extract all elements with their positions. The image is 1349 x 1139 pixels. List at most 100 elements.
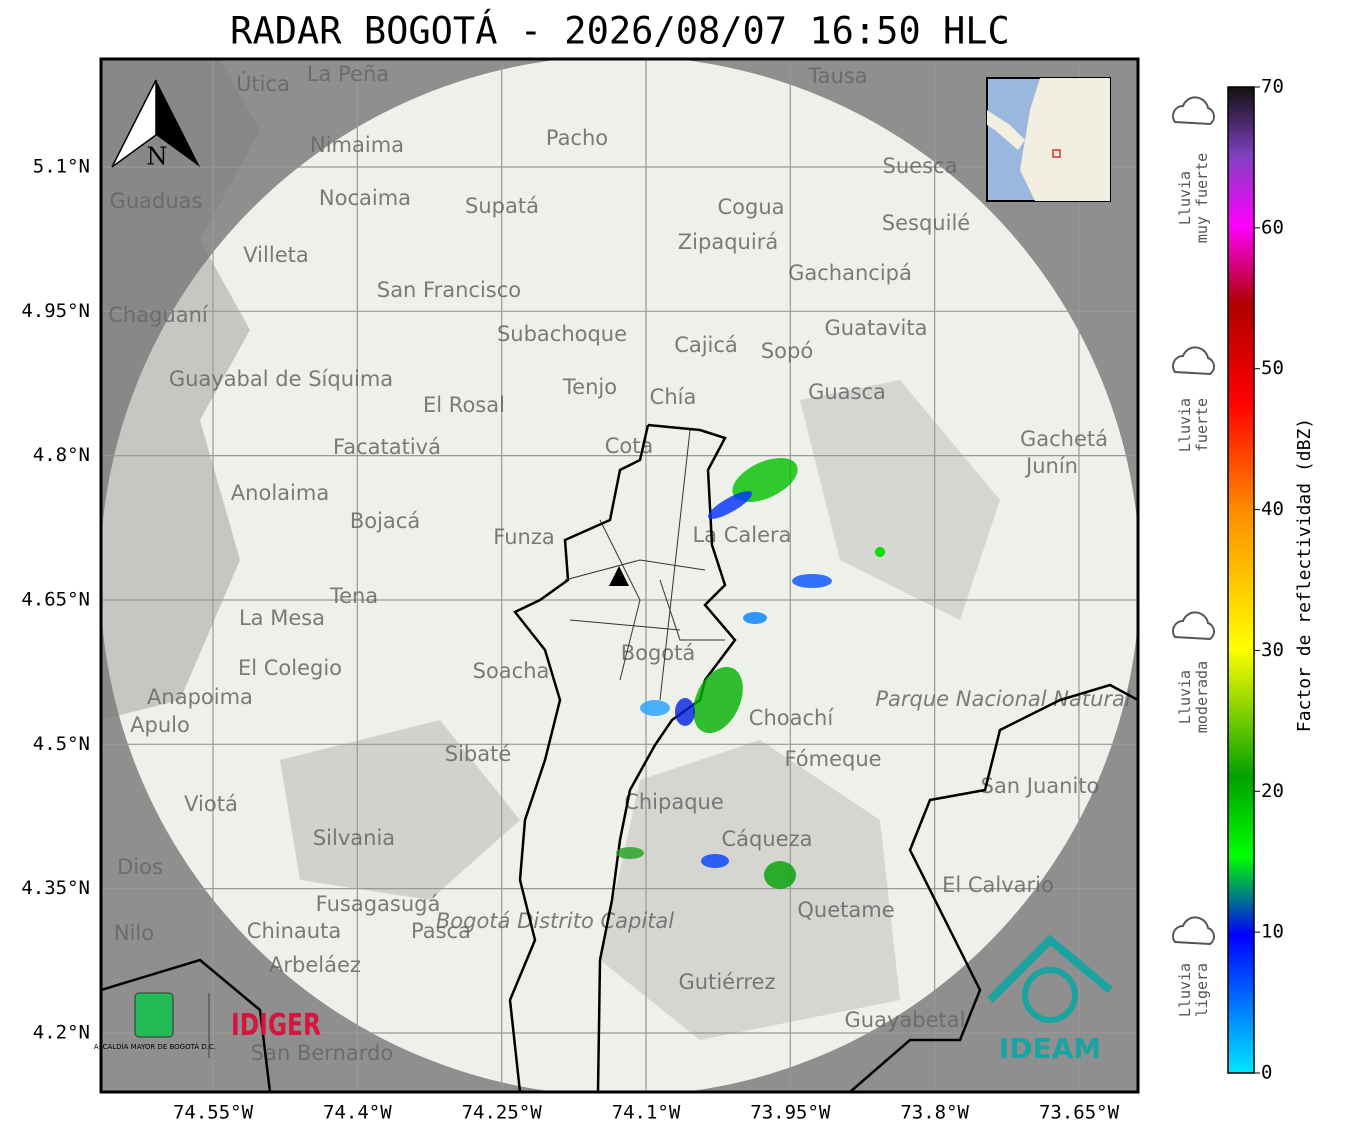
colorbar-label: Factor de reflectividad (dBZ) — [1294, 418, 1315, 732]
place-label: Viotá — [184, 792, 238, 816]
place-label: El Calvario — [942, 873, 1054, 897]
lon-tick-label: 74.4°W — [323, 1102, 392, 1124]
lon-tick-label: 74.1°W — [612, 1102, 681, 1124]
place-label: Chipaque — [624, 790, 724, 814]
rain-label: muy fuerte — [1193, 153, 1211, 243]
rain-label: Lluvia — [1176, 963, 1194, 1017]
ideam-logo: IDEAM — [999, 1032, 1101, 1065]
cloud-icon — [1172, 611, 1215, 641]
bogota-boundary — [508, 424, 650, 1092]
lat-tick-label: 4.2°N — [33, 1021, 90, 1043]
place-label: El Colegio — [238, 656, 342, 680]
lon-tick-label: 74.25°W — [462, 1102, 543, 1124]
place-label: Sibaté — [445, 742, 512, 766]
lon-tick-label: 73.8°W — [900, 1102, 969, 1124]
map: La Peña Útica Tausa Pacho Nimaima Guaduas Noca… — [101, 59, 1138, 1092]
place-label: Quetame — [797, 898, 894, 922]
place-label: Chía — [650, 385, 697, 409]
place-label: San Bernardo — [251, 1041, 393, 1065]
colorbar-tick-label: 70 — [1261, 76, 1284, 98]
place-label: Soacha — [473, 659, 550, 683]
place-label: Fusagasugá — [316, 892, 441, 916]
colorbar-tick-label: 30 — [1261, 639, 1284, 661]
place-label: La Mesa — [239, 606, 325, 630]
place-label: La Calera — [692, 523, 791, 547]
rain-label: moderada — [1193, 661, 1211, 733]
cloud-icon — [1172, 916, 1215, 946]
colorbar-tick-label: 0 — [1261, 1062, 1272, 1084]
place-label: Anapoima — [147, 685, 253, 709]
place-label: Tena — [329, 584, 378, 608]
place-label: Choachí — [749, 706, 835, 730]
rain-item: Lluvia muy fuerte — [1176, 153, 1211, 243]
place-label: Nilo — [114, 921, 154, 945]
place-label: Guayabal de Síquima — [169, 367, 393, 391]
place-label: Tenjo — [562, 375, 617, 399]
lat-tick-label: 4.5°N — [33, 733, 90, 755]
place-label: Sesquilé — [882, 211, 970, 235]
colorbar-tick-label: 50 — [1261, 357, 1284, 379]
north-arrow: N — [111, 79, 200, 171]
colorbar-tick-label: 20 — [1261, 780, 1284, 802]
department-boundary — [849, 683, 1138, 1092]
place-label: Útica — [236, 71, 290, 96]
place-label: Bogotá — [621, 641, 696, 665]
lat-tick-label: 4.65°N — [21, 588, 90, 610]
lon-tick-label: 73.65°W — [1039, 1102, 1120, 1124]
lat-tick-label: 5.1°N — [33, 156, 90, 178]
rain-label: ligera — [1193, 963, 1211, 1017]
rain-item: Lluvia moderada — [1176, 661, 1211, 733]
place-label: Villeta — [243, 243, 308, 267]
place-label: La Peña — [307, 62, 389, 86]
place-label: Cajicá — [674, 333, 738, 357]
place-label: Facatativá — [333, 435, 441, 459]
place-label: Gachetá — [1020, 427, 1108, 451]
lon-tick-label: 73.95°W — [750, 1102, 831, 1124]
place-label: Supatá — [465, 194, 539, 218]
place-label: Gutiérrez — [679, 970, 776, 994]
place-label: Arbeláez — [269, 953, 361, 977]
places: La Peña Útica Tausa Pacho Nimaima Guaduas Noca… — [108, 62, 1138, 1065]
terrain — [280, 720, 520, 900]
place-label: Cáqueza — [722, 827, 813, 851]
place-label: Gachancipá — [788, 261, 912, 285]
rain-label: Lluvia — [1176, 171, 1194, 225]
place-label: Tausa — [807, 64, 867, 88]
place-label: Bogotá Distrito Capital — [436, 909, 674, 933]
place-label: Funza — [493, 525, 554, 549]
place-label: Sopó — [761, 339, 813, 363]
place-label: Nocaima — [319, 186, 411, 210]
alcaldia-logo: ALCALDÍA MAYOR DE BOGOTÁ D.C. — [94, 1042, 216, 1051]
place-label: San Francisco — [377, 278, 521, 302]
logos: ALCALDÍA MAYOR DE BOGOTÁ D.C. IDIGER IDE… — [94, 934, 1113, 1065]
rain-label: fuerte — [1193, 398, 1211, 452]
place-label: Guayabetal — [845, 1008, 966, 1032]
colorbar: Factor de reflectividad (dBZ) 0 10 20 30 40 5… — [1227, 76, 1315, 1084]
place-label: San Juanito — [981, 774, 1100, 798]
place-label: Subachoque — [497, 322, 627, 346]
north-label: N — [147, 143, 168, 171]
place-label: Guatavita — [825, 316, 928, 340]
place-label: Zipaquirá — [678, 230, 778, 254]
place-label: Nimaima — [310, 133, 404, 157]
colorbar-tick-label: 60 — [1261, 216, 1284, 238]
place-label: El Rosal — [423, 393, 505, 417]
terrain — [800, 380, 1000, 620]
place-label: Anolaima — [231, 481, 329, 505]
lat-tick-label: 4.8°N — [33, 444, 90, 466]
place-label: Guaduas — [110, 189, 203, 213]
place-label: Pacho — [546, 126, 608, 150]
lat-tick-label: 4.95°N — [21, 300, 90, 322]
radar-site — [609, 566, 629, 586]
radar-echoes — [616, 457, 885, 889]
rain-label: Lluvia — [1176, 670, 1194, 724]
rain-item: Lluvia ligera — [1176, 963, 1211, 1017]
rain-item: Lluvia fuerte — [1176, 398, 1211, 452]
map-frame — [99, 57, 1140, 1094]
place-label: Pasca — [411, 919, 471, 943]
place-label: Junín — [1024, 454, 1078, 478]
terrain — [600, 740, 900, 1040]
place-label: Chaguaní — [108, 303, 209, 327]
